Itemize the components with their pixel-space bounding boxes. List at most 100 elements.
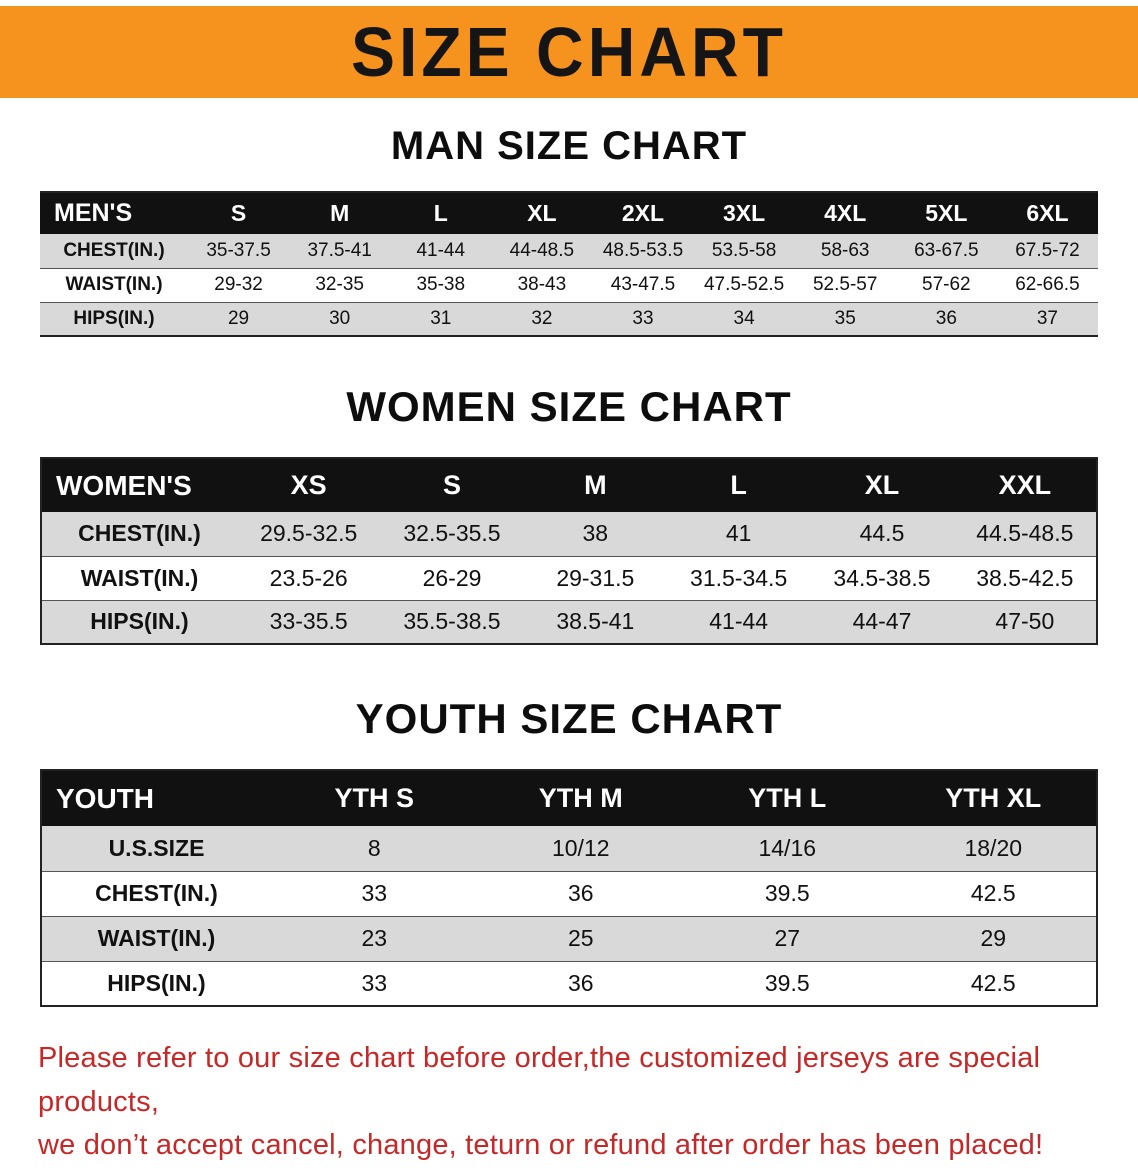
table-row: CHEST(IN.) 29.5-32.5 32.5-35.5 38 41 44.5 44.5… — [41, 512, 1097, 557]
size-value-cell: 33 — [271, 871, 478, 917]
men-size-table: MEN'S S M L XL 2XL 3XL 4XL 5XL 6XL CHEST(IN.) 35-37… — [40, 191, 1098, 337]
size-value-cell: 29-31.5 — [523, 556, 667, 601]
men-section: MAN SIZE CHART MEN'S S M L XL 2XL 3XL 4XL 5XL 6XL… — [0, 124, 1138, 337]
table-row: WAIST(IN.) 23.5-26 26-29 29-31.5 31.5-34.5 34… — [41, 556, 1097, 601]
size-value-cell: 31.5-34.5 — [666, 556, 811, 601]
size-value-cell: 42.5 — [890, 961, 1097, 1007]
size-value-cell: 34.5-38.5 — [810, 556, 954, 601]
size-value-cell: 41-44 — [390, 234, 492, 269]
size-value-cell: 26-29 — [380, 556, 524, 601]
disclaimer-line-1: Please refer to our size chart before or… — [38, 1042, 1041, 1118]
size-column-header: 2XL — [592, 192, 694, 234]
size-value-cell: 30 — [289, 302, 391, 337]
size-column-header: L — [666, 458, 811, 512]
row-label: WAIST(IN.) — [41, 916, 271, 962]
row-label: CHEST(IN.) — [41, 512, 237, 557]
size-value-cell: 44.5-48.5 — [953, 512, 1097, 557]
size-column-header: 5XL — [895, 192, 997, 234]
row-label: CHEST(IN.) — [41, 871, 271, 917]
size-column-header: XXL — [953, 458, 1097, 512]
size-chart-page: SIZE CHART MAN SIZE CHART MEN'S S M L XL 2XL 3… — [0, 6, 1138, 1161]
size-value-cell: 32-35 — [289, 268, 391, 303]
size-value-cell: 44-48.5 — [491, 234, 593, 269]
size-value-cell: 63-67.5 — [895, 234, 997, 269]
size-column-header: 4XL — [794, 192, 896, 234]
men-section-title: MAN SIZE CHART — [390, 124, 748, 168]
size-value-cell: 43-47.5 — [592, 268, 694, 303]
size-value-cell: 34 — [693, 302, 795, 337]
size-column-header: YTH XL — [890, 770, 1097, 826]
page-title: SIZE CHART — [351, 13, 787, 91]
size-column-header: M — [289, 192, 391, 234]
size-value-cell: 32 — [491, 302, 593, 337]
row-label: U.S.SIZE — [41, 826, 271, 872]
table-row: HIPS(IN.) 33 36 39.5 42.5 — [41, 961, 1097, 1007]
row-label: WAIST(IN.) — [40, 268, 188, 303]
size-column-header: M — [523, 458, 667, 512]
size-value-cell: 35-37.5 — [188, 234, 290, 269]
size-value-cell: 25 — [477, 916, 684, 962]
size-value-cell: 29.5-32.5 — [237, 512, 381, 557]
table-header-row: YOUTH YTH S YTH M YTH L YTH XL — [41, 770, 1097, 826]
size-value-cell: 44.5 — [810, 512, 954, 557]
size-value-cell: 35-38 — [390, 268, 492, 303]
size-column-header: S — [188, 192, 290, 234]
row-label: HIPS(IN.) — [40, 302, 188, 337]
size-value-cell: 41-44 — [666, 600, 811, 645]
size-column-header: YTH L — [684, 770, 891, 826]
size-column-header: 6XL — [996, 192, 1098, 234]
size-column-header: YTH S — [271, 770, 478, 826]
size-value-cell: 42.5 — [890, 871, 1097, 917]
size-value-cell: 36 — [477, 871, 684, 917]
table-header-row: MEN'S S M L XL 2XL 3XL 4XL 5XL 6XL — [40, 192, 1098, 234]
table-corner-label: YOUTH — [41, 770, 271, 826]
size-value-cell: 10/12 — [477, 826, 684, 872]
row-label: HIPS(IN.) — [41, 600, 237, 645]
size-value-cell: 53.5-58 — [693, 234, 795, 269]
size-value-cell: 33-35.5 — [237, 600, 381, 645]
table-row: CHEST(IN.) 35-37.5 37.5-41 41-44 44-48.5 48.5… — [40, 234, 1098, 269]
size-column-header: XS — [237, 458, 381, 512]
size-value-cell: 44-47 — [810, 600, 954, 645]
size-value-cell: 52.5-57 — [794, 268, 896, 303]
banner: SIZE CHART — [0, 6, 1138, 98]
youth-section-title: YOUTH SIZE CHART — [355, 695, 783, 742]
size-value-cell: 36 — [477, 961, 684, 1007]
size-value-cell: 38-43 — [491, 268, 593, 303]
size-value-cell: 47-50 — [953, 600, 1097, 645]
size-column-header: L — [390, 192, 492, 234]
size-value-cell: 32.5-35.5 — [380, 512, 524, 557]
size-value-cell: 48.5-53.5 — [592, 234, 694, 269]
size-value-cell: 67.5-72 — [996, 234, 1098, 269]
size-value-cell: 38.5-41 — [523, 600, 667, 645]
table-row: HIPS(IN.) 33-35.5 35.5-38.5 38.5-41 41-44 44-… — [41, 600, 1097, 645]
size-column-header: XL — [491, 192, 593, 234]
size-value-cell: 38.5-42.5 — [953, 556, 1097, 601]
size-value-cell: 18/20 — [890, 826, 1097, 872]
size-value-cell: 58-63 — [794, 234, 896, 269]
row-label: HIPS(IN.) — [41, 961, 271, 1007]
size-column-header: S — [380, 458, 524, 512]
size-value-cell: 33 — [592, 302, 694, 337]
size-value-cell: 31 — [390, 302, 492, 337]
size-value-cell: 37.5-41 — [289, 234, 391, 269]
size-value-cell: 41 — [666, 512, 811, 557]
table-header-row: WOMEN'S XS S M L XL XXL — [41, 458, 1097, 512]
size-value-cell: 36 — [895, 302, 997, 337]
size-column-header: 3XL — [693, 192, 795, 234]
table-row: HIPS(IN.) 29 30 31 32 33 34 35 36 37 — [40, 302, 1098, 337]
row-label: WAIST(IN.) — [41, 556, 237, 601]
size-value-cell: 23.5-26 — [237, 556, 381, 601]
women-size-table: WOMEN'S XS S M L XL XXL CHEST(IN.) 29.5-32.5 32.5… — [40, 457, 1098, 645]
row-label: CHEST(IN.) — [40, 234, 188, 269]
size-value-cell: 27 — [684, 916, 891, 962]
youth-section: YOUTH SIZE CHART YOUTH YTH S YTH M YTH L YTH… — [0, 695, 1138, 1007]
size-column-header: XL — [810, 458, 954, 512]
table-row: CHEST(IN.) 33 36 39.5 42.5 — [41, 871, 1097, 917]
size-value-cell: 37 — [996, 302, 1098, 337]
size-value-cell: 62-66.5 — [996, 268, 1098, 303]
table-row: WAIST(IN.) 29-32 32-35 35-38 38-43 43-47.5 47.… — [40, 268, 1098, 303]
youth-size-table: YOUTH YTH S YTH M YTH L YTH XL U.S.SIZE 8 10/12… — [40, 769, 1098, 1007]
size-value-cell: 57-62 — [895, 268, 997, 303]
disclaimer-line-2: we don’t accept cancel, change, teturn o… — [38, 1129, 1044, 1161]
